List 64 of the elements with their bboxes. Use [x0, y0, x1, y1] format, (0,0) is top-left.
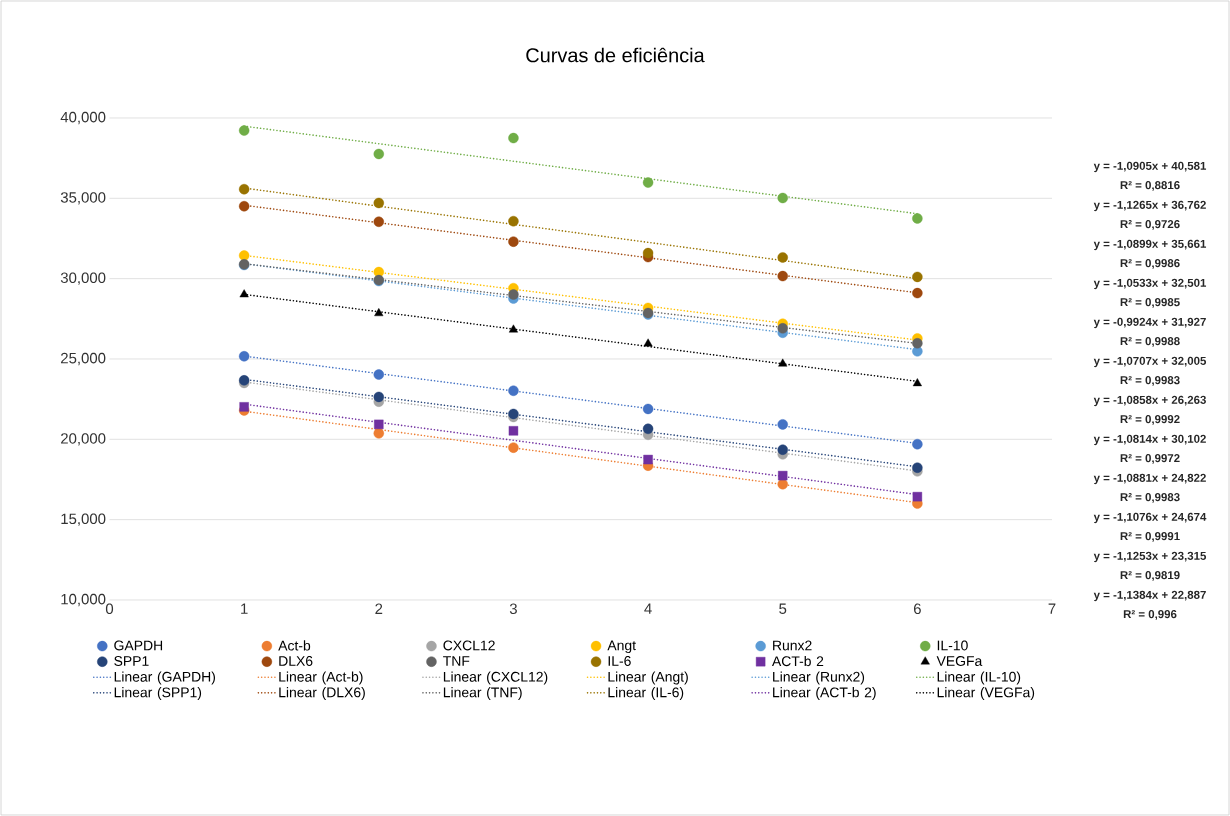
y-tick-label: 10,000	[61, 593, 106, 607]
x-tick-label: 1	[241, 603, 248, 614]
y-tick-label: 40,000	[60, 111, 106, 125]
legend-label: Linear (Act-b)	[279, 671, 363, 685]
x-tick-label: 2	[375, 603, 383, 614]
legend-label: Linear (CXCL12)	[443, 671, 548, 685]
legend-label: Runx2	[773, 640, 812, 651]
text: y = -1,0858x + 26,263	[1093, 395, 1206, 407]
legend-label: Linear (Angt)	[608, 671, 688, 685]
y-tick-label: 35,000	[60, 192, 106, 205]
text: y = -1,1384x + 22,887	[1093, 590, 1206, 602]
x-tick-label: 4	[644, 603, 652, 614]
legend-label: Linear (SPP1)	[114, 687, 202, 701]
x-tick-label: 5	[779, 603, 787, 614]
text: y = -1,0707x + 32,005	[1093, 356, 1207, 368]
legend-label: Act-b	[278, 640, 311, 651]
text: R² = 0,9986	[1120, 259, 1180, 269]
text: R² = 0,9726	[1120, 220, 1180, 230]
text: R² = 0,9983	[1120, 376, 1180, 386]
text: y = -1,0814x + 30,102	[1093, 434, 1206, 446]
legend-label: IL-10	[937, 640, 968, 651]
text: R² = 0,9819	[1120, 571, 1180, 581]
x-tick-label: 6	[913, 603, 921, 615]
legend-label: Linear (ACT-b 2)	[773, 687, 876, 701]
legend-label: Linear (Runx2)	[773, 671, 865, 685]
text: y = -1,1265x + 36,762	[1093, 200, 1206, 212]
text: y = -0,9924x + 31,927	[1093, 317, 1206, 329]
y-tick-label: 20,000	[61, 433, 106, 446]
legend-label: Linear (IL-6)	[608, 687, 684, 701]
legend-label: SPP1	[114, 656, 149, 666]
legend-label: ACT-b 2	[771, 655, 824, 667]
text: R² = 0,9972	[1120, 454, 1180, 464]
legend-label: Linear (TNF)	[443, 687, 522, 701]
x-tick-label: 0	[105, 603, 114, 615]
text: R² = 0,996	[1123, 610, 1177, 620]
legend-label: TNF	[443, 656, 470, 666]
y-tick-label: 25,000	[61, 352, 106, 366]
legend-label: Angt	[607, 640, 636, 654]
text: R² = 0,9988	[1120, 337, 1180, 347]
legend-label: CXCL12	[443, 640, 495, 651]
legend-label: IL-6	[608, 656, 631, 666]
text: y = -1,0899x + 35,661	[1093, 239, 1207, 251]
y-tick-label: 30,000	[60, 272, 106, 285]
text: R² = 0,9985	[1120, 298, 1180, 308]
legend-label: Linear (VEGFa)	[937, 687, 1035, 701]
legend-label: Linear (DLX6)	[279, 687, 365, 701]
text: y = -1,1253x + 23,315	[1093, 551, 1207, 563]
y-tick-label: 15,000	[61, 513, 106, 526]
legend-label: VEGFa	[936, 656, 983, 666]
text: R² = 0,9991	[1120, 532, 1180, 542]
legend-label: Linear (IL-10)	[937, 671, 1021, 685]
legend-label: GAPDH	[114, 640, 163, 651]
legend-label: DLX6	[279, 656, 313, 666]
text: y = -1,0881x + 24,822	[1093, 473, 1206, 485]
x-tick-label: 3	[509, 603, 517, 615]
text: y = -1,1076x + 24,674	[1093, 512, 1207, 524]
x-tick-label: 7	[1048, 603, 1056, 614]
text: y = -1,0905x + 40,581	[1093, 161, 1207, 173]
text: R² = 0,9992	[1120, 415, 1180, 425]
legend-label: Linear (GAPDH)	[114, 671, 216, 685]
text: y = -1,0533x + 32,501	[1093, 278, 1207, 290]
chart-title: Curvas de eficiência	[526, 47, 705, 63]
text: R² = 0,8816	[1120, 181, 1180, 191]
text: R² = 0,9983	[1120, 493, 1180, 503]
